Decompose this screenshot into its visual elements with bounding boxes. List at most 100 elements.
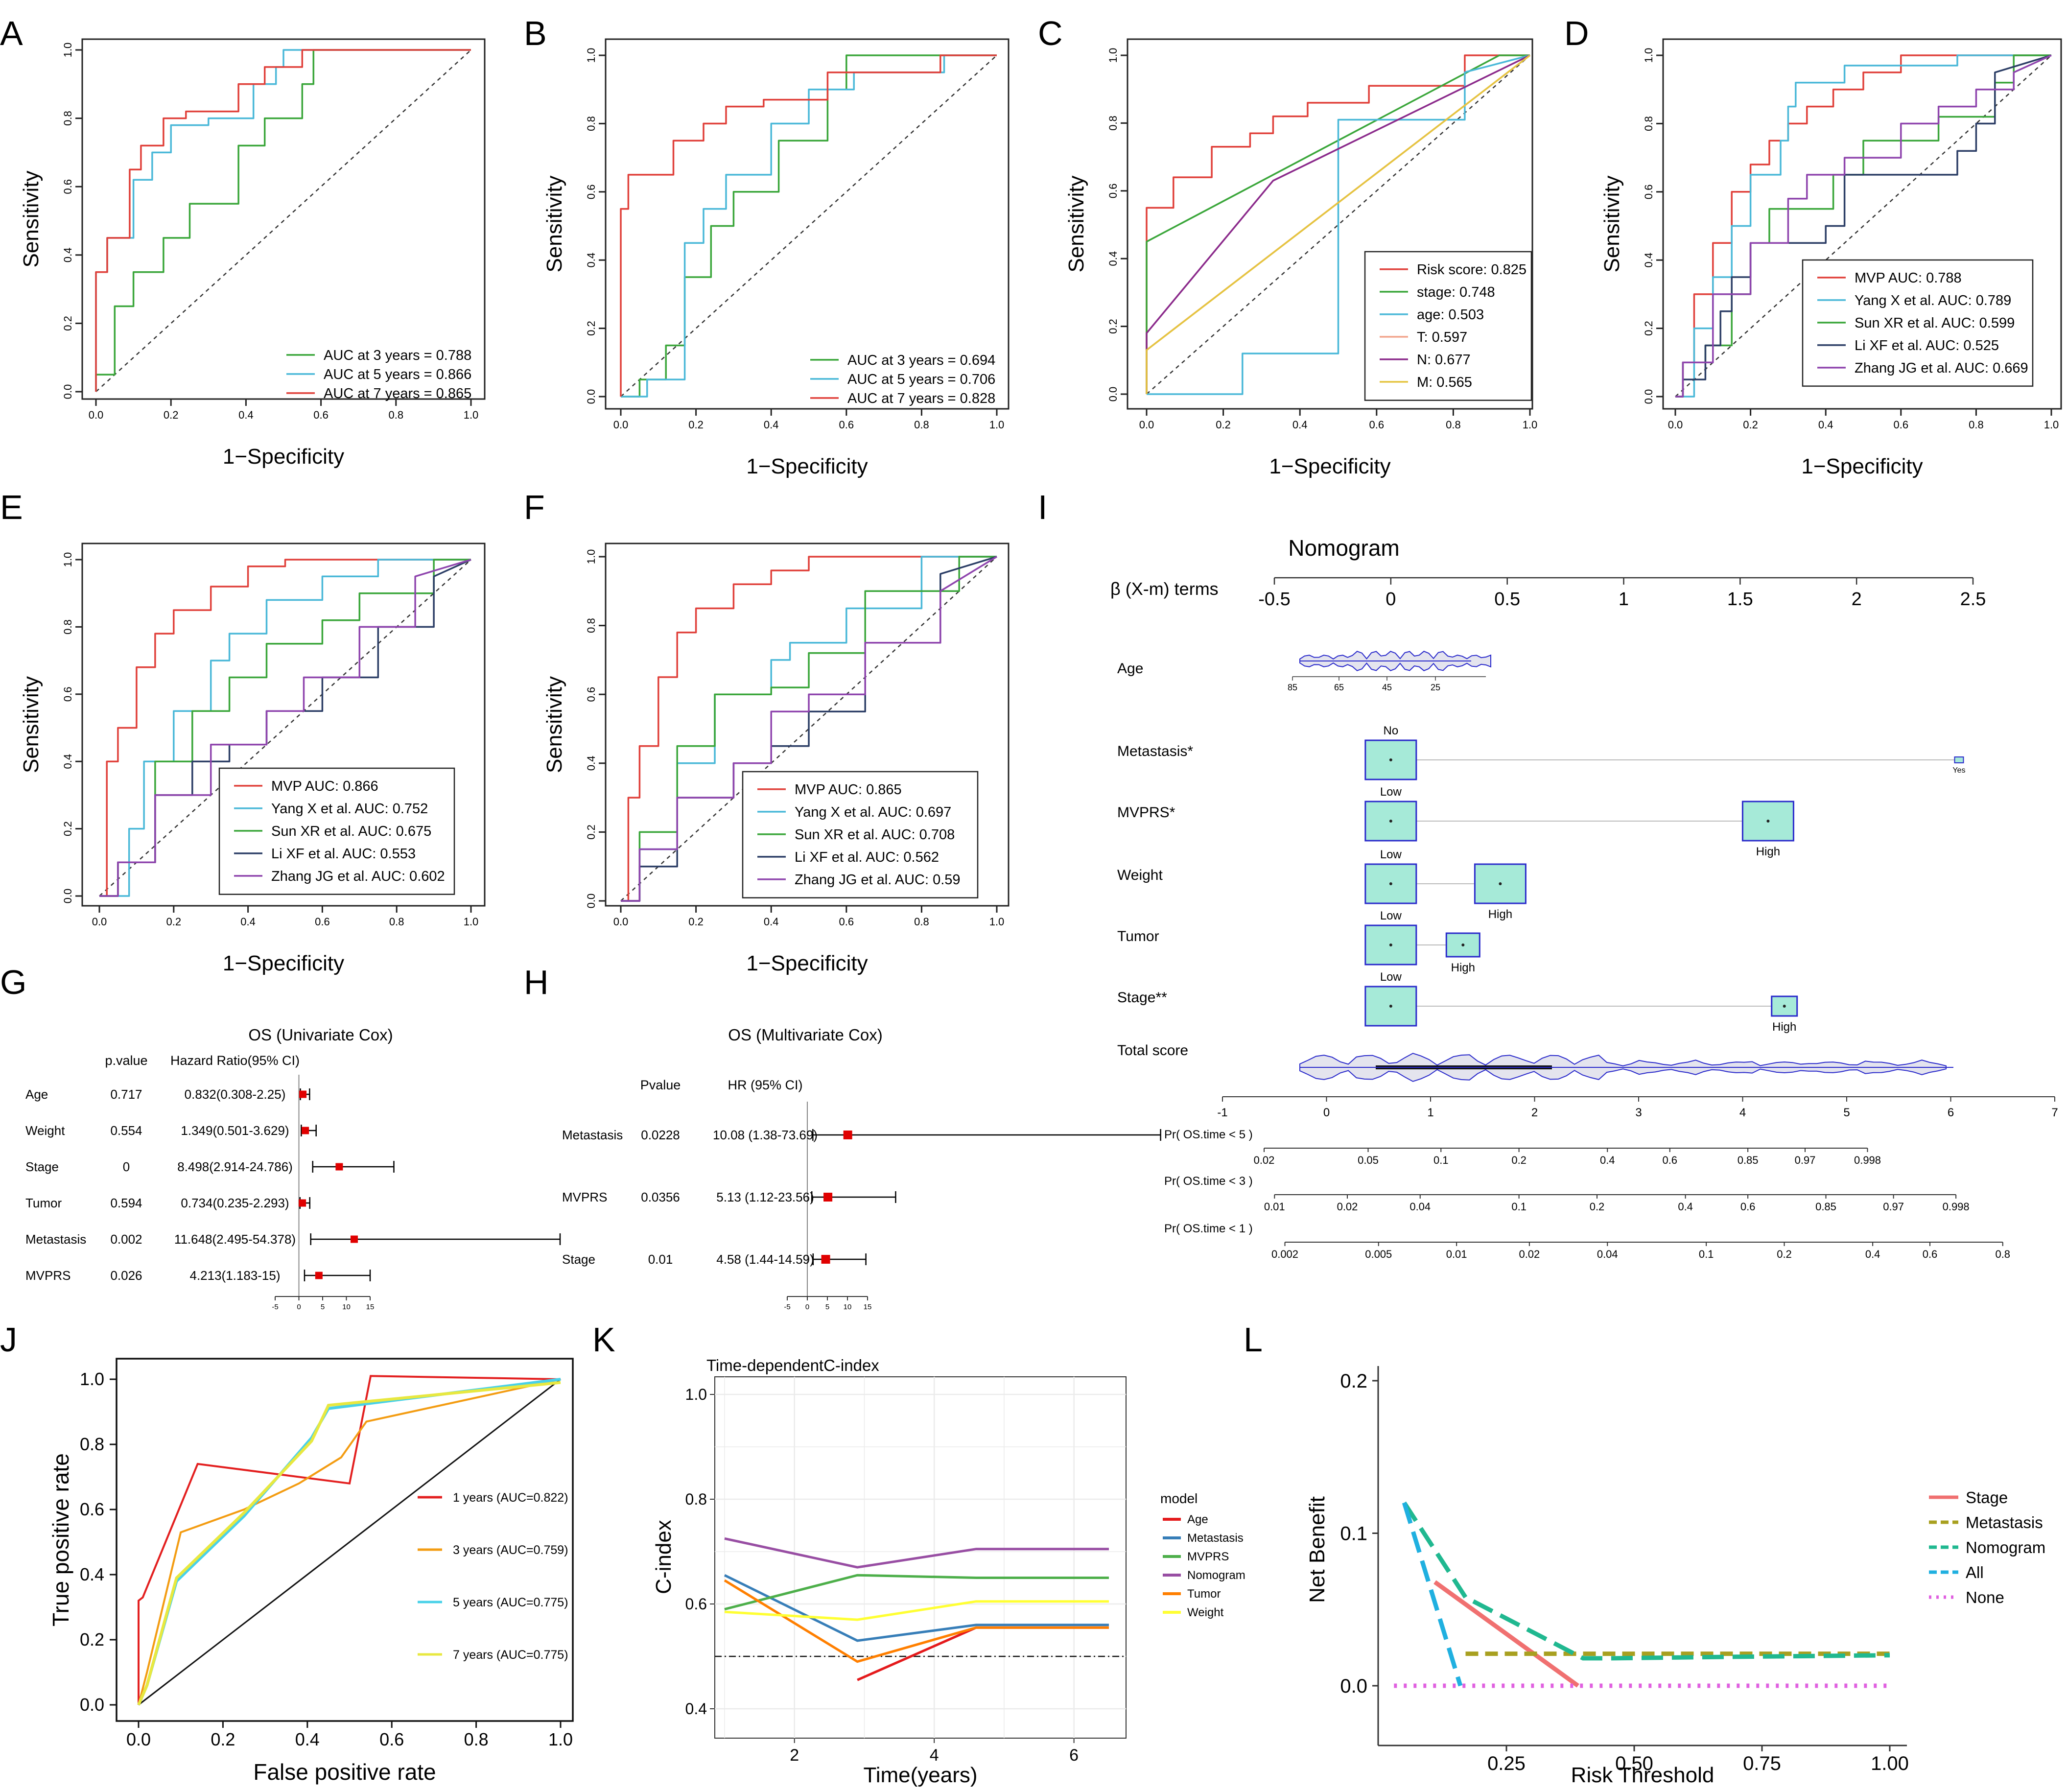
x-tick-label: 0.8 — [1969, 419, 1984, 431]
y-tick-label: 0.6 — [585, 185, 597, 200]
prob-axis: Pr( OS.time < 1 ) 0.002 0.005 0.01 0.02 0.04 0… — [1164, 1222, 2010, 1260]
plot-frame — [1662, 38, 2062, 410]
y-tick-label: 0.0 — [62, 384, 74, 400]
x-tick-label: 0.50 — [1615, 1753, 1653, 1774]
y-tick-label: 1.0 — [62, 552, 74, 567]
y-axis-label: Sensitivity — [542, 676, 566, 773]
x-tick-label: 1.0 — [548, 1729, 573, 1749]
x-axis-label: 1−Specificity — [746, 951, 868, 975]
prob-tick-label: 0.4 — [1678, 1201, 1693, 1213]
prob-axis-label: Pr( OS.time < 3 ) — [1164, 1175, 1253, 1188]
x-tick-label: 0.8 — [914, 916, 929, 928]
row-pvalue: 0.0356 — [641, 1190, 680, 1204]
row-label: Tumor — [25, 1196, 62, 1210]
factor-row: Metastasis* No Yes — [1117, 724, 1966, 780]
plot-frame — [605, 542, 1010, 907]
y-tick-label: 0.6 — [1643, 185, 1655, 200]
diagonal-reference — [138, 1378, 561, 1706]
legend-label: MVP AUC: 0.788 — [1855, 270, 1962, 286]
legend-label: N: 0.677 — [1417, 352, 1471, 368]
series-line-1 — [138, 1378, 561, 1705]
x-tick-label: 2 — [790, 1746, 799, 1765]
x-tick-label: 0.2 — [211, 1729, 235, 1749]
panel-J: 0.0 0.0 0.2 0.2 0.4 0.4 0.6 0.6 0.8 0.8 1.0 1.0 Fals… — [48, 1358, 574, 1785]
prob-tick-label: 0.02 — [1519, 1248, 1540, 1260]
row-label: Metastasis — [562, 1128, 623, 1142]
series-line-2 — [1147, 54, 1530, 395]
prob-tick-label: 0.04 — [1409, 1201, 1431, 1213]
series-line-1 — [724, 1574, 1109, 1642]
x-tick-label: 0.4 — [764, 916, 779, 928]
legend-label: stage: 0.748 — [1417, 284, 1495, 300]
legend-label: Metastasis — [1966, 1513, 2043, 1532]
y-tick-label: 0.2 — [80, 1629, 104, 1650]
x-axis-label: 1−Specificity — [223, 445, 344, 469]
legend-label: 7 years (AUC=0.775) — [453, 1648, 568, 1662]
row-hr-text: 0.832(0.308-2.25) — [185, 1087, 286, 1102]
legend-label: Metastasis — [1187, 1532, 1244, 1545]
prob-axis: Pr( OS.time < 5 ) 0.02 0.05 0.1 0.2 0.4 0.6 0.8… — [1164, 1128, 1881, 1166]
prob-tick-label: 0.04 — [1597, 1248, 1618, 1260]
y-tick-label: 0.6 — [62, 179, 74, 194]
legend-label: Li XF et al. AUC: 0.553 — [271, 846, 416, 862]
row-hr-text: 11.648(2.495-54.378) — [174, 1232, 296, 1247]
legend-label: Zhang JG et al. AUC: 0.602 — [271, 869, 445, 884]
x-tick-label: 0.4 — [1292, 419, 1308, 431]
beta-tick-label: 1 — [1619, 589, 1629, 610]
x-axis-label: 1−Specificity — [1801, 454, 1923, 478]
factor-point — [1389, 758, 1392, 761]
y-tick-label: 0.8 — [585, 618, 597, 633]
series-line-5 — [1146, 54, 1531, 394]
diagonal-reference — [1146, 55, 1530, 395]
x-tick-label: 0.6 — [1894, 419, 1909, 431]
factor-row: Stage** Low High — [1117, 970, 1798, 1034]
forest-tick-label: 15 — [864, 1303, 872, 1311]
factor-label: MVPRS* — [1117, 804, 1175, 821]
panel-B: 0.0 0.0 0.2 0.2 0.4 0.4 0.6 0.6 0.8 0.8 1.0 1.0 1−Sp… — [542, 38, 1010, 478]
hr-point — [335, 1163, 343, 1171]
y-axis-label: Sensitivity — [1064, 175, 1088, 272]
prob-tick-label: 0.005 — [1365, 1248, 1392, 1260]
row-pvalue: 0 — [123, 1159, 130, 1174]
legend-label: Risk score: 0.825 — [1417, 262, 1527, 278]
prob-tick-label: 0.6 — [1662, 1154, 1677, 1166]
series-line-0 — [1675, 54, 2051, 398]
prob-tick-label: 0.97 — [1795, 1154, 1816, 1166]
x-tick-label: 0.0 — [1668, 419, 1683, 431]
prob-axis: Pr( OS.time < 3 ) 0.01 0.02 0.04 0.1 0.2 0.4 0.… — [1164, 1175, 1970, 1213]
factor-box-high — [1954, 756, 1964, 763]
factor-point — [1389, 943, 1392, 946]
forest-tick-label: 5 — [321, 1303, 325, 1311]
x-tick-label: 0.8 — [464, 1729, 489, 1749]
y-tick-label: 0.4 — [1643, 253, 1655, 268]
diagonal-reference — [99, 559, 471, 896]
hr-point — [315, 1272, 323, 1279]
prob-tick-label: 0.998 — [1943, 1201, 1970, 1213]
plot-frame — [1127, 38, 1533, 410]
x-tick-label: 0.0 — [613, 419, 629, 431]
row-pvalue: 0.554 — [110, 1123, 142, 1138]
y-tick-label: 0.6 — [685, 1595, 707, 1613]
x-tick-label: 0.4 — [764, 419, 779, 431]
series-line-0 — [99, 559, 471, 897]
legend-label: Yang X et al. AUC: 0.752 — [271, 801, 428, 817]
y-tick-label: 0.4 — [585, 253, 597, 268]
y-tick-label: 0.2 — [62, 821, 74, 836]
beta-tick-label: -0.5 — [1258, 589, 1290, 610]
total-tick-label: 4 — [1739, 1106, 1746, 1119]
y-tick-label: 0.2 — [1340, 1370, 1367, 1392]
x-axis-label: Risk Threshold — [1571, 1763, 1715, 1787]
forest-row: Weight 0.554 1.349(0.501-3.629) — [25, 1123, 317, 1138]
legend-box — [1364, 251, 1532, 401]
panel-letter: I — [1038, 488, 1047, 526]
x-tick-label: 0.6 — [839, 419, 854, 431]
x-tick-label: 0.0 — [92, 916, 107, 928]
y-tick-label: 0.6 — [585, 687, 597, 702]
x-tick-label: 0.2 — [688, 419, 704, 431]
y-tick-label: 0.8 — [1107, 116, 1119, 131]
total-tick-label: 2 — [1531, 1106, 1538, 1119]
total-tick-label: 7 — [2051, 1106, 2058, 1119]
total-tick-label: 1 — [1427, 1106, 1433, 1119]
hr-point — [299, 1199, 306, 1207]
factor-point — [1461, 943, 1465, 946]
